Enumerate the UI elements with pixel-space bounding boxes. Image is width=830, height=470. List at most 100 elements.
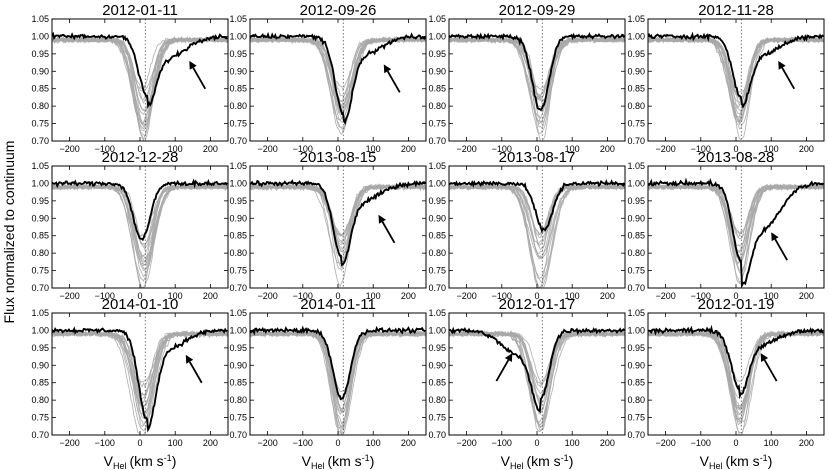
y-tick-label: 0.75 bbox=[31, 413, 49, 423]
y-tick-label: 0.90 bbox=[31, 213, 49, 223]
y-tick-label: 1.05 bbox=[428, 161, 446, 171]
arrow-annotation bbox=[185, 354, 203, 384]
y-tick-label: 1.00 bbox=[31, 178, 49, 188]
y-tick-label: 1.05 bbox=[229, 308, 247, 318]
overlay-spectrum bbox=[52, 183, 228, 251]
overlay-spectrum bbox=[250, 331, 426, 400]
plot-area bbox=[52, 313, 228, 435]
y-tick-label: 0.75 bbox=[31, 266, 49, 276]
current-spectrum bbox=[648, 31, 824, 109]
y-axis-label: Flux normalized to continuum bbox=[1, 141, 17, 324]
overlay-spectrum bbox=[250, 183, 426, 250]
overlay-spectrum bbox=[449, 35, 625, 99]
overlay-spectrum bbox=[449, 36, 625, 129]
x-tick-label: −100 bbox=[95, 291, 115, 301]
panel-title: 2012-11-28 bbox=[698, 2, 774, 19]
y-tick-label: 0.85 bbox=[229, 84, 247, 94]
x-tick-label: −200 bbox=[257, 438, 277, 448]
panel: 2014-01-11 −200 −100 0 100 200 0.70 0.75 0.80 0.8… bbox=[229, 296, 427, 448]
x-tick-label: 100 bbox=[168, 144, 183, 154]
y-tick-label: 0.85 bbox=[428, 84, 446, 94]
y-tick-label: 0.85 bbox=[627, 231, 645, 241]
y-tick-label: 0.70 bbox=[627, 430, 645, 440]
overlay-spectrum bbox=[449, 36, 625, 100]
y-tick-label: 1.05 bbox=[31, 14, 49, 24]
overlay-spectrum bbox=[648, 35, 824, 101]
current-spectrum bbox=[449, 179, 625, 234]
x-tick-label: 200 bbox=[401, 438, 416, 448]
panel-title: 2012-01-17 bbox=[499, 296, 576, 313]
x-tick-label: −100 bbox=[293, 438, 313, 448]
x-axis-label: VHel (km s-1) bbox=[302, 453, 375, 470]
overlay-spectrum bbox=[52, 182, 228, 263]
overlay-spectrum bbox=[449, 183, 625, 235]
overlay-spectrum bbox=[52, 36, 228, 112]
y-tick-label: 0.90 bbox=[229, 360, 247, 370]
y-tick-label: 0.90 bbox=[428, 213, 446, 223]
y-tick-label: 0.70 bbox=[229, 430, 247, 440]
overlay-spectrum bbox=[52, 330, 228, 415]
y-tick-label: 1.00 bbox=[627, 178, 645, 188]
y-tick-label: 0.85 bbox=[31, 378, 49, 388]
panel-title: 2013-08-28 bbox=[698, 149, 775, 166]
panel-grid: 2012-01-11 −200 −100 0 100 200 0.70 0.75 0.80 0.8… bbox=[31, 2, 825, 448]
x-tick-label: 200 bbox=[401, 291, 416, 301]
panel-title: 2014-01-10 bbox=[102, 296, 179, 313]
overlay-spectrum bbox=[648, 183, 824, 252]
panel-title: 2012-12-28 bbox=[102, 149, 179, 166]
y-tick-label: 0.85 bbox=[31, 231, 49, 241]
y-tick-label: 1.05 bbox=[627, 14, 645, 24]
plot-area bbox=[250, 313, 426, 435]
plot-area bbox=[250, 19, 426, 141]
y-tick-label: 0.85 bbox=[627, 84, 645, 94]
current-spectrum bbox=[250, 179, 426, 267]
overlay-spectrum bbox=[250, 183, 426, 236]
y-tick-label: 0.95 bbox=[31, 196, 49, 206]
overlay-spectrum bbox=[449, 36, 625, 99]
x-tick-label: 0 bbox=[534, 291, 539, 301]
x-tick-label: 0 bbox=[733, 438, 738, 448]
y-tick-label: 0.80 bbox=[627, 395, 645, 405]
y-tick-label: 0.95 bbox=[627, 196, 645, 206]
overlay-spectrum bbox=[449, 183, 625, 238]
overlay-spectrum bbox=[449, 36, 625, 104]
overlay-spectrum bbox=[449, 330, 625, 385]
y-tick-label: 1.05 bbox=[428, 14, 446, 24]
arrow-annotation bbox=[189, 60, 207, 90]
x-tick-label: −100 bbox=[293, 144, 313, 154]
x-tick-label: 0 bbox=[137, 438, 142, 448]
y-tick-label: 1.00 bbox=[428, 31, 446, 41]
overlay-spectrum bbox=[52, 184, 228, 283]
overlay-spectrum bbox=[52, 330, 228, 416]
current-spectrum bbox=[449, 326, 625, 414]
y-tick-label: 1.00 bbox=[627, 325, 645, 335]
x-tick-label: −200 bbox=[257, 291, 277, 301]
y-tick-label: 0.90 bbox=[627, 66, 645, 76]
overlay-spectrum bbox=[449, 330, 625, 433]
y-tick-label: 0.80 bbox=[31, 395, 49, 405]
y-tick-label: 0.90 bbox=[31, 66, 49, 76]
y-tick-label: 0.85 bbox=[229, 378, 247, 388]
x-tick-label: −200 bbox=[655, 144, 675, 154]
arrow-annotation bbox=[495, 353, 513, 382]
y-tick-label: 0.95 bbox=[428, 49, 446, 59]
x-tick-label: 0 bbox=[137, 144, 142, 154]
overlay-spectrum bbox=[449, 330, 625, 387]
y-tick-label: 1.05 bbox=[229, 161, 247, 171]
y-tick-label: 0.85 bbox=[229, 231, 247, 241]
x-tick-label: 200 bbox=[600, 438, 615, 448]
overlay-spectrum bbox=[250, 36, 426, 135]
panel-title: 2013-08-15 bbox=[300, 149, 377, 166]
x-tick-label: −100 bbox=[691, 291, 711, 301]
y-tick-label: 0.70 bbox=[229, 283, 247, 293]
y-tick-label: 0.80 bbox=[229, 395, 247, 405]
x-tick-label: 200 bbox=[600, 291, 615, 301]
x-tick-label: 100 bbox=[366, 438, 381, 448]
y-tick-label: 0.70 bbox=[31, 136, 49, 146]
y-tick-label: 1.00 bbox=[31, 31, 49, 41]
current-spectrum bbox=[449, 32, 625, 112]
x-axis-label: VHel (km s-1) bbox=[104, 453, 177, 470]
x-tick-label: −200 bbox=[655, 438, 675, 448]
y-tick-label: 1.00 bbox=[31, 325, 49, 335]
overlay-spectrum bbox=[250, 36, 426, 96]
